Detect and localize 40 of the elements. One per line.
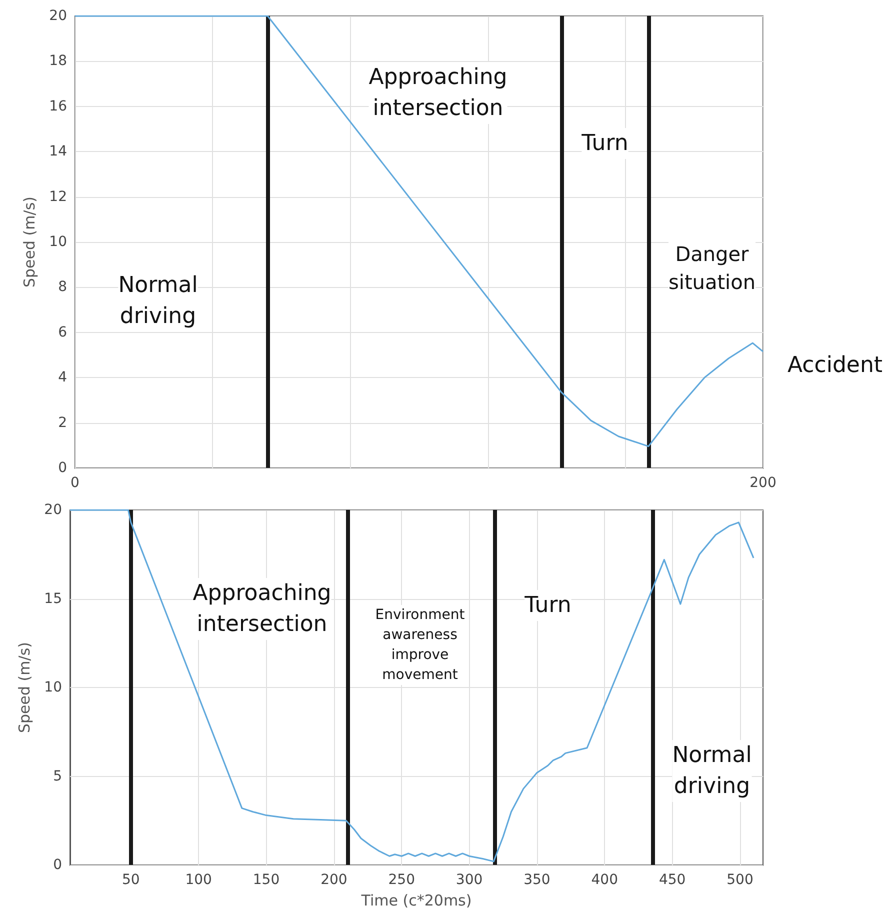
annotation: Approaching intersection [192,581,332,637]
x-tick-label: 50 [122,872,140,888]
y-tick-label: 0 [53,857,62,873]
y-tick-label: 10 [44,680,62,696]
line-series [69,509,754,862]
annotation: Danger situation [668,242,756,294]
y-tick-label: 20 [49,8,67,24]
text: Accident [787,353,883,378]
x-tick-label: 150 [252,872,280,888]
annotation: Environment awareness improve movement [375,607,466,683]
annotation: Approaching intersection [368,65,508,121]
y-tick-label: 10 [49,234,67,250]
annotation: Normal driving [672,743,752,799]
x-tick-label: 250 [388,872,415,888]
y-tick-label: 20 [44,502,62,518]
y-tick-label: 12 [49,188,67,205]
y-tick-label: 0 [58,460,67,476]
y-tick-label: 5 [53,768,62,784]
annotation: Normal driving [118,273,198,329]
x-tick-label: 500 [726,872,754,888]
x-tick-label: 450 [658,872,686,888]
y-tick-label: 8 [58,279,67,296]
x-axis-title: Time (c*20ms) [360,892,472,910]
y-axis-title: Speed (m/s) [20,196,38,288]
y-axis-title: Speed (m/s) [16,642,34,733]
annotation: Turn [524,593,572,618]
x-tick-label: 300 [456,872,483,888]
y-tick-label: 14 [49,144,68,160]
y-tick-label: 18 [49,53,67,70]
x-tick-label: 100 [185,872,212,888]
y-tick-label: 4 [58,370,68,386]
x-tick-label: 200 [320,872,348,888]
y-tick-label: 2 [58,414,67,431]
annotation: Turn [580,131,628,156]
x-tick-label: 200 [750,475,776,491]
y-tick-label: 15 [44,590,62,607]
x-tick-label: 400 [591,872,618,888]
y-tick-label: 16 [49,98,68,114]
x-tick-label: 350 [524,872,550,888]
y-tick-label: 6 [58,324,68,340]
